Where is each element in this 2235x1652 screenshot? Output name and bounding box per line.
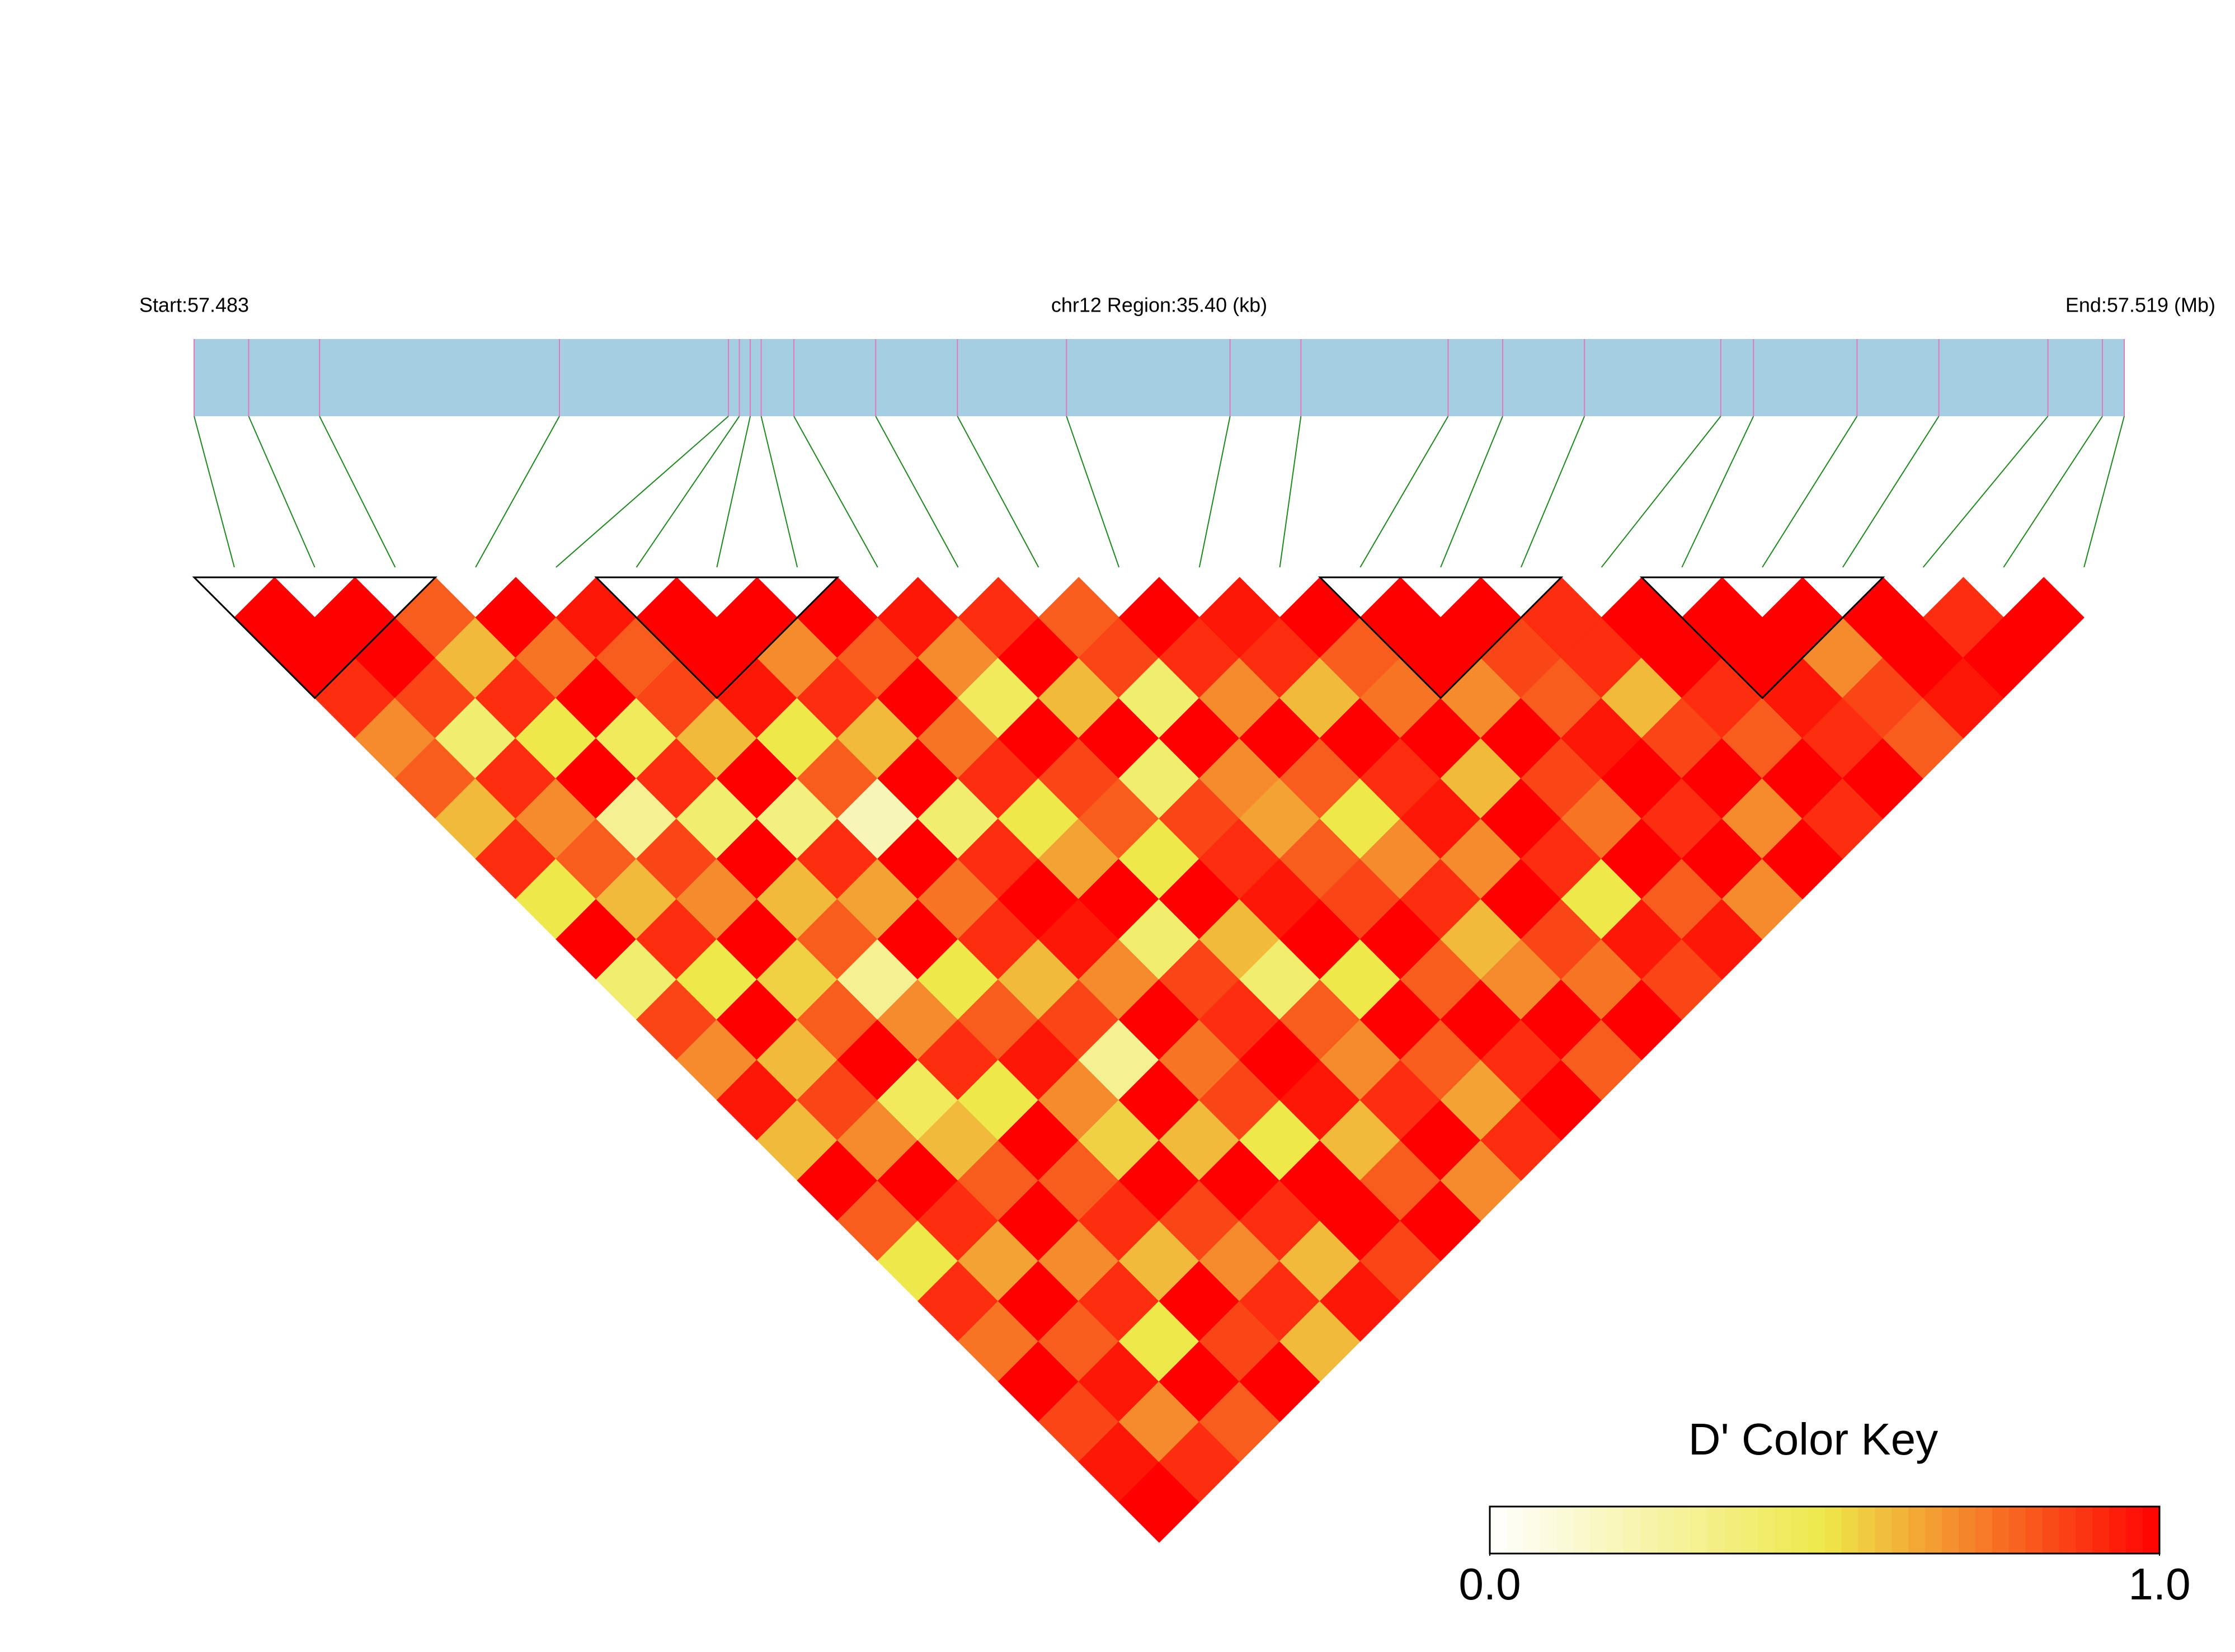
key-swatch <box>1875 1507 1893 1554</box>
key-swatch <box>1941 1507 1959 1554</box>
key-swatch <box>1858 1507 1876 1554</box>
key-swatch <box>1490 1507 1507 1554</box>
snp-connector <box>556 416 729 568</box>
key-swatch <box>2059 1507 2077 1554</box>
snp-connector <box>1279 416 1302 568</box>
key-swatch <box>2042 1507 2060 1554</box>
snp-connector <box>319 416 396 568</box>
snp-connector <box>1842 416 1940 568</box>
key-swatch <box>1808 1507 1825 1554</box>
key-swatch <box>1707 1507 1725 1554</box>
snp-connector <box>1359 416 1449 568</box>
key-swatch <box>1640 1507 1658 1554</box>
ld-cell <box>2003 577 2085 658</box>
key-swatch <box>1841 1507 1859 1554</box>
snp-connector <box>636 416 740 568</box>
key-swatch <box>1590 1507 1608 1554</box>
key-swatch <box>1624 1507 1641 1554</box>
ld-block <box>192 576 437 699</box>
key-swatch <box>1908 1507 1926 1554</box>
key-swatch <box>1740 1507 1758 1554</box>
key-swatch <box>1975 1507 1993 1554</box>
snp-connector <box>475 416 560 568</box>
snp-connector <box>1440 416 1503 568</box>
key-swatch <box>2126 1507 2144 1554</box>
key-swatch <box>1607 1507 1625 1554</box>
key-swatch <box>1958 1507 1976 1554</box>
snp-connector <box>1066 416 1120 568</box>
key-swatch <box>1774 1507 1792 1554</box>
key-swatch <box>1824 1507 1842 1554</box>
snp-connector <box>2003 416 2103 568</box>
snp-connector <box>1520 416 1585 568</box>
key-swatch <box>2008 1507 2026 1554</box>
snp-connector <box>760 416 798 568</box>
snp-connector <box>793 416 878 568</box>
snp-connector <box>1762 416 1858 568</box>
key-swatch <box>1724 1507 1742 1554</box>
key-swatch <box>1992 1507 2010 1554</box>
gene-bar <box>194 339 2124 416</box>
snp-connector <box>194 416 235 568</box>
key-frame <box>1489 1505 2161 1555</box>
ld-block <box>1639 576 1885 699</box>
key-swatch <box>1691 1507 1709 1554</box>
snp-connector <box>1601 416 1721 568</box>
key-swatch <box>1523 1507 1541 1554</box>
key-swatch <box>1891 1507 1909 1554</box>
key-swatch <box>1925 1507 1942 1554</box>
key-swatch <box>2109 1507 2127 1554</box>
snp-connector <box>1198 416 1231 568</box>
key-swatch <box>1657 1507 1675 1554</box>
snp-connector <box>2083 416 2125 568</box>
key-title: D' Color Key <box>1688 1414 1938 1464</box>
key-swatch <box>1556 1507 1574 1554</box>
key-swatch <box>2076 1507 2093 1554</box>
key-swatch <box>1506 1507 1524 1554</box>
key-swatch <box>1573 1507 1591 1554</box>
key-swatch <box>2143 1507 2160 1554</box>
ld-block <box>1318 576 1564 699</box>
snp-connector <box>875 416 959 568</box>
key-tick-label: 1.0 <box>2128 1559 2190 1609</box>
key-tick-label: 0.0 <box>1458 1559 1521 1609</box>
key-swatch <box>1791 1507 1809 1554</box>
key-swatch <box>1674 1507 1692 1554</box>
ld-block <box>594 576 840 699</box>
snp-connector <box>957 416 1039 568</box>
region-label: chr12 Region:35.40 (kb) <box>1051 294 1267 317</box>
key-swatch <box>2092 1507 2110 1554</box>
snp-connector <box>1681 416 1754 568</box>
key-swatch <box>1757 1507 1775 1554</box>
snp-connector <box>716 416 751 568</box>
snp-connector <box>248 416 316 568</box>
key-swatch <box>1540 1507 1558 1554</box>
key-swatch <box>2025 1507 2043 1554</box>
start-label: Start:57.483 <box>139 294 249 317</box>
snp-connector <box>1922 416 2049 568</box>
end-label: End:57.519 (Mb) <box>2065 294 2215 317</box>
